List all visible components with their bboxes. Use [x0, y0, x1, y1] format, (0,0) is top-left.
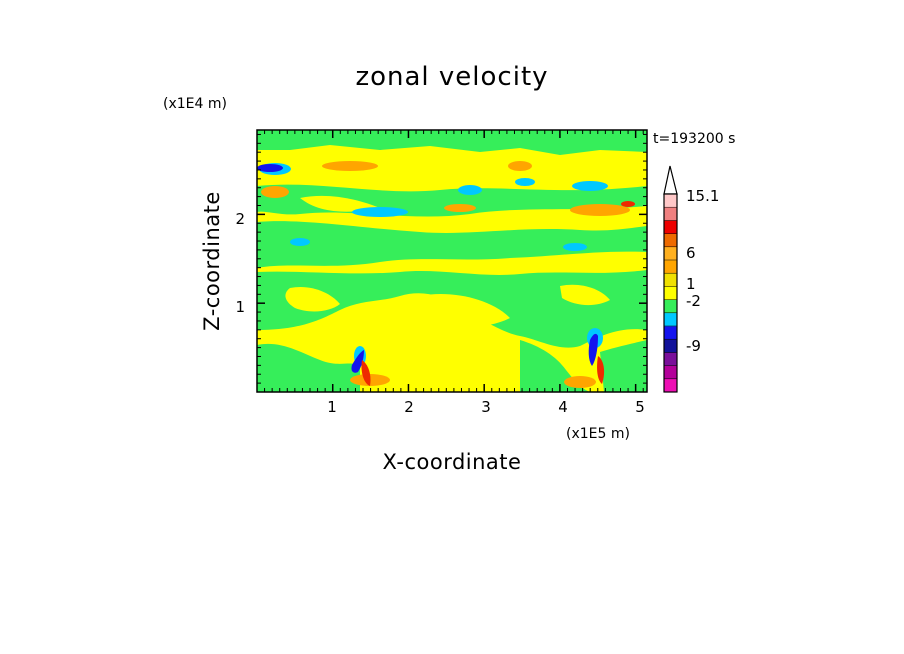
x-tick-label: 4	[558, 398, 568, 416]
colorbar-label: 6	[686, 244, 696, 262]
colorbar-frame	[663, 193, 678, 393]
y-major-ticks	[257, 213, 647, 304]
strong-negative-patches	[257, 164, 598, 373]
y-tick-label: 2	[235, 210, 245, 228]
colorbar-band	[664, 326, 677, 340]
x-axis: 1 2 3 4 5	[264, 130, 645, 416]
contour-field	[257, 130, 647, 392]
colorbar-label: 15.1	[686, 187, 719, 205]
colorbar-band	[664, 312, 677, 327]
colorbar-bands	[664, 194, 677, 393]
colorbar-band	[664, 233, 677, 248]
x-major-ticks	[331, 130, 637, 392]
x-tick-label: 5	[635, 398, 645, 416]
x-tick-label: 1	[327, 398, 337, 416]
colorbar-band	[664, 260, 677, 274]
colorbar-label: 1	[686, 275, 696, 293]
colorbar-band	[664, 207, 677, 221]
colorbar-band	[664, 246, 677, 261]
colorbar-band	[664, 352, 677, 366]
colorbar-band	[664, 286, 677, 300]
positive-patches	[261, 161, 630, 388]
y-scale-label: (x1E4 m)	[163, 96, 227, 112]
colorbar: 15.1 6 1 -2 -9	[663, 165, 719, 393]
chart-title: zonal velocity	[355, 62, 548, 92]
colorbar-band	[664, 365, 677, 380]
weak-positive-patches	[285, 195, 610, 327]
y-minor-ticks	[257, 133, 647, 384]
colorbar-extend-arrow	[663, 165, 678, 195]
y-axis: 1 2	[235, 133, 647, 384]
colorbar-band	[664, 378, 677, 393]
colorbar-band	[664, 273, 677, 287]
colorbar-band	[664, 194, 677, 208]
strong-positive-patches	[361, 201, 635, 386]
y-tick-label: 1	[235, 298, 245, 316]
y-axis-title: Z-coordinate	[200, 191, 224, 331]
x-minor-ticks	[264, 130, 644, 392]
x-tick-label: 3	[481, 398, 491, 416]
colorbar-label: -9	[686, 337, 701, 355]
x-scale-label: (x1E5 m)	[566, 426, 630, 442]
x-axis-title: X-coordinate	[383, 450, 522, 474]
colorbar-band	[664, 299, 677, 314]
colorbar-band	[664, 339, 677, 353]
colorbar-band	[664, 220, 677, 234]
x-tick-label: 2	[404, 398, 414, 416]
time-label: t=193200 s	[653, 131, 735, 147]
plot-frame	[256, 129, 648, 393]
colorbar-label: -2	[686, 292, 701, 310]
